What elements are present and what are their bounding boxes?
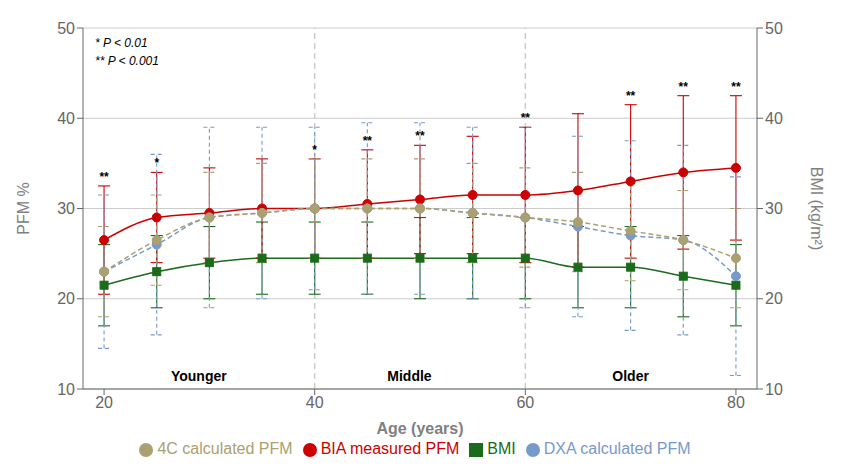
svg-text:**: **	[731, 80, 741, 94]
svg-text:10: 10	[57, 381, 75, 398]
html-text:* P < 0.01: * P < 0.01	[95, 36, 148, 50]
svg-text:40: 40	[765, 110, 783, 127]
svg-text:PFM %: PFM %	[15, 182, 32, 234]
svg-text:BMI (kg/m²): BMI (kg/m²)	[808, 167, 825, 251]
svg-text:10: 10	[765, 381, 783, 398]
svg-text:**: **	[363, 134, 373, 148]
svg-text:50: 50	[57, 20, 75, 37]
svg-text:Younger: Younger	[171, 368, 227, 384]
svg-text:30: 30	[765, 200, 783, 217]
html-text:BMI: BMI	[487, 440, 516, 457]
svg-text:Age (years): Age (years)	[376, 420, 463, 437]
svg-text:Middle: Middle	[387, 368, 432, 384]
svg-text:20: 20	[765, 290, 783, 307]
svg-text:30: 30	[57, 200, 75, 217]
svg-text:**: **	[626, 89, 636, 103]
svg-text:**: **	[521, 111, 531, 125]
svg-text:**: **	[679, 80, 689, 94]
svg-text:20: 20	[57, 290, 75, 307]
svg-text:40: 40	[306, 394, 324, 411]
svg-text:Older: Older	[612, 368, 649, 384]
svg-text:50: 50	[765, 20, 783, 37]
svg-text:**: **	[415, 129, 425, 143]
svg-text:40: 40	[57, 110, 75, 127]
html-text:** P < 0.001: ** P < 0.001	[95, 54, 159, 68]
html-text:BIA measured PFM: BIA measured PFM	[320, 440, 460, 457]
html-text:4C calculated PFM: 4C calculated PFM	[157, 440, 293, 457]
svg-text:*: *	[154, 156, 159, 170]
html-text:DXA calculated PFM: DXA calculated PFM	[543, 440, 691, 457]
svg-text:80: 80	[727, 394, 745, 411]
svg-text:*: *	[312, 143, 317, 157]
svg-text:**: **	[99, 170, 109, 184]
svg-text:20: 20	[95, 394, 113, 411]
svg-text:60: 60	[516, 394, 534, 411]
